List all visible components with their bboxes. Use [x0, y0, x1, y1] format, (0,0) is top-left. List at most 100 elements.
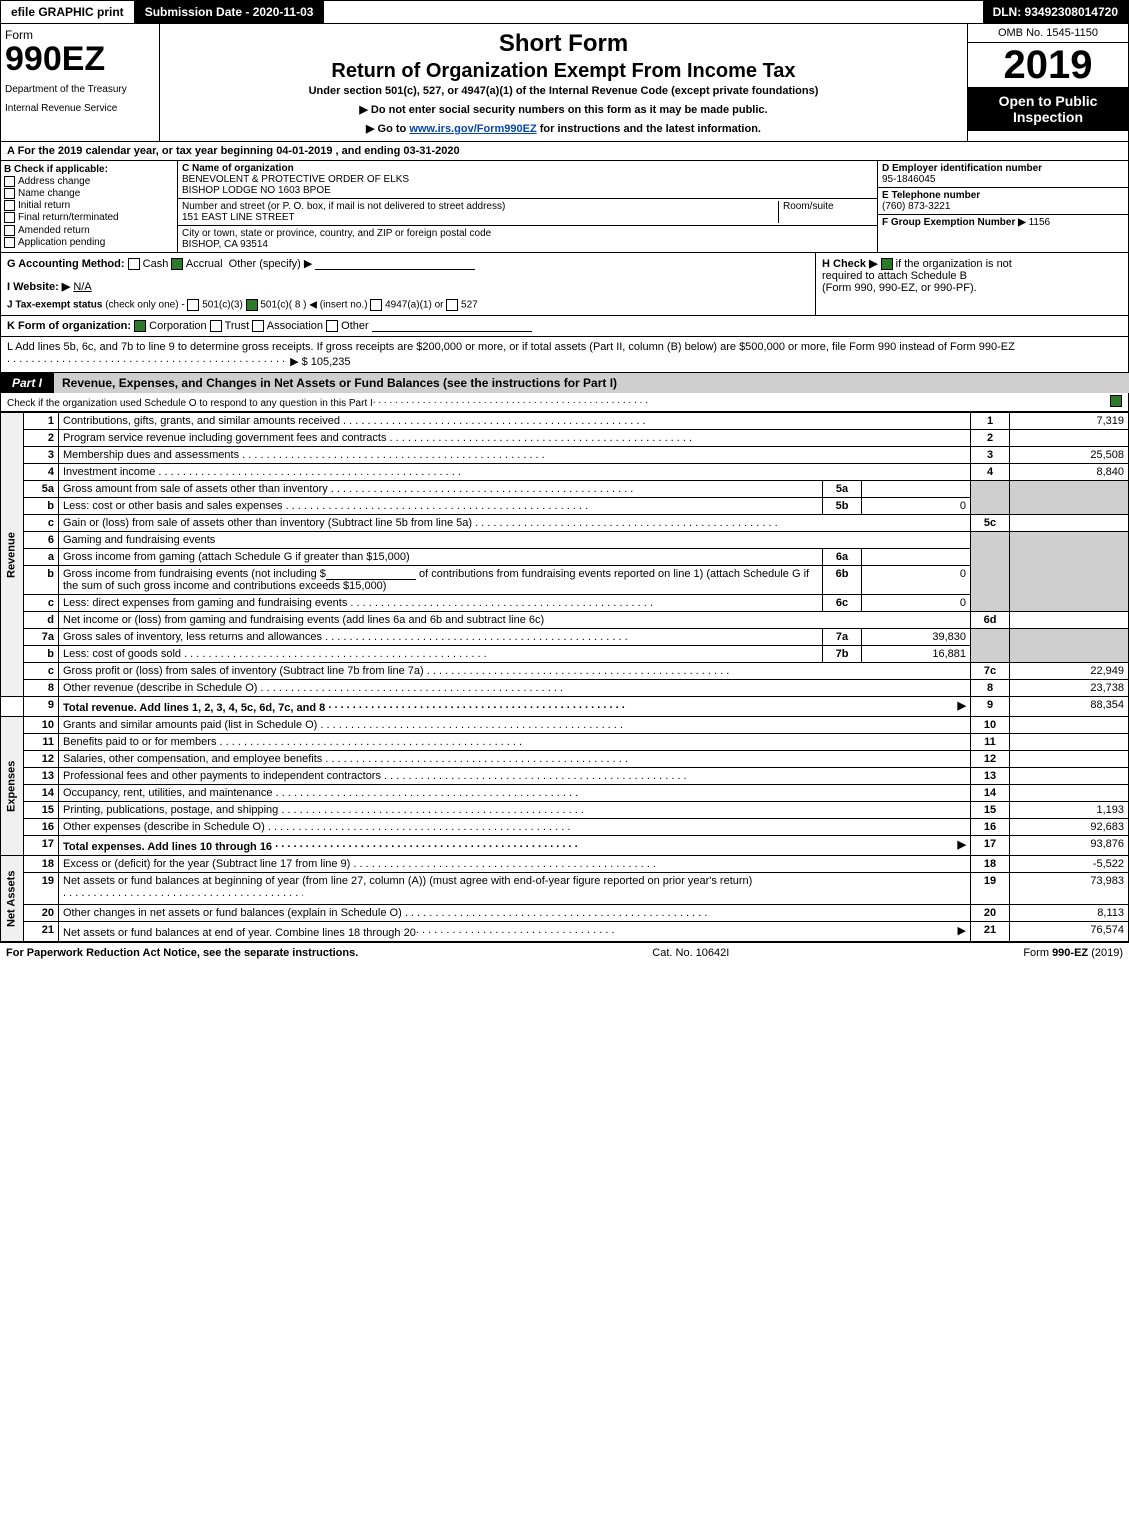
line-5a-desc: Gross amount from sale of assets other t… — [63, 483, 633, 495]
footer-right: Form 990-EZ (2019) — [1023, 947, 1123, 959]
line-14-amount — [1010, 785, 1129, 802]
g-other-input[interactable] — [315, 269, 475, 270]
part-i-schedule-o-checkbox[interactable] — [1110, 395, 1122, 407]
section-expenses: Expenses — [1, 717, 24, 856]
line-14-num: 14 — [24, 785, 59, 802]
f-group-label: F Group Exemption Number ▶ — [882, 217, 1026, 228]
submission-date-button[interactable]: Submission Date - 2020-11-03 — [135, 1, 325, 23]
chk-initial-return[interactable]: Initial return — [4, 200, 174, 211]
line-10-amount — [1010, 717, 1129, 734]
lines-table: Revenue 1 Contributions, gifts, grants, … — [0, 412, 1129, 942]
k-assoc-checkbox[interactable] — [252, 320, 264, 332]
line-6a-num: a — [24, 549, 59, 566]
k-other-input[interactable] — [372, 331, 532, 332]
j-label: J Tax-exempt status — [7, 300, 102, 311]
irs-link[interactable]: www.irs.gov/Form990EZ — [409, 123, 536, 135]
line-17-amount: 93,876 — [1010, 836, 1129, 856]
line-1-amount: 7,319 — [1010, 413, 1129, 430]
line-11-desc: Benefits paid to or for members — [63, 736, 522, 748]
j-527-checkbox[interactable] — [446, 299, 458, 311]
g-cash: Cash — [143, 258, 169, 270]
line-21-arrow: ▶ — [958, 924, 966, 937]
line-16-num: 16 — [24, 819, 59, 836]
line-4-amount: 8,840 — [1010, 464, 1129, 481]
row-k: K Form of organization: Corporation Trus… — [0, 316, 1129, 337]
d-ein-label: D Employer identification number — [882, 163, 1124, 174]
dept-treasury: Department of the Treasury — [5, 84, 155, 95]
line-10-num: 10 — [24, 717, 59, 734]
efile-print-button[interactable]: efile GRAPHIC print — [1, 1, 135, 23]
h-text1: if the organization is not — [896, 258, 1012, 270]
line-19-amount: 73,983 — [1010, 873, 1129, 905]
g-cash-checkbox[interactable] — [128, 258, 140, 270]
j-501c-checkbox[interactable] — [246, 299, 258, 311]
g-other: Other (specify) ▶ — [229, 258, 313, 270]
k-other-checkbox[interactable] — [326, 320, 338, 332]
line-20-col: 20 — [971, 905, 1010, 922]
line-17-desc: Total expenses. Add lines 10 through 16 — [63, 841, 272, 853]
gh-block: G Accounting Method: Cash Accrual Other … — [0, 253, 1129, 316]
line-6a-subnum: 6a — [823, 549, 862, 566]
g-accrual-checkbox[interactable] — [171, 258, 183, 270]
line-6a-subval — [862, 549, 971, 566]
goto-link-line: ▶ Go to www.irs.gov/Form990EZ for instru… — [166, 122, 961, 135]
line-11-num: 11 — [24, 734, 59, 751]
chk-final-return[interactable]: Final return/terminated — [4, 212, 174, 223]
line-21-desc: Net assets or fund balances at end of ye… — [63, 927, 416, 939]
j-4947-checkbox[interactable] — [370, 299, 382, 311]
line-7a-subval: 39,830 — [862, 629, 971, 646]
line-20-desc: Other changes in net assets or fund bala… — [63, 907, 707, 919]
line-4-desc: Investment income — [63, 466, 461, 478]
line-6d-num: d — [24, 612, 59, 629]
footer-left: For Paperwork Reduction Act Notice, see … — [6, 947, 358, 959]
box-c: C Name of organization BENEVOLENT & PROT… — [178, 161, 878, 252]
chk-address-change[interactable]: Address change — [4, 176, 174, 187]
city-value: BISHOP, CA 93514 — [182, 239, 873, 250]
k-corp-checkbox[interactable] — [134, 320, 146, 332]
chk-name-change[interactable]: Name change — [4, 188, 174, 199]
line-6a-desc: Gross income from gaming (attach Schedul… — [59, 549, 823, 566]
line-7a-subnum: 7a — [823, 629, 862, 646]
row-h: H Check ▶ if the organization is not req… — [815, 253, 1128, 315]
k-trust-checkbox[interactable] — [210, 320, 222, 332]
dln-label: DLN: 93492308014720 — [983, 1, 1128, 23]
line-10-desc: Grants and similar amounts paid (list in… — [63, 719, 623, 731]
line-6d-desc: Net income or (loss) from gaming and fun… — [59, 612, 971, 629]
line-19-desc: Net assets or fund balances at beginning… — [63, 875, 752, 887]
line-7a-desc: Gross sales of inventory, less returns a… — [63, 631, 628, 643]
line-5a-num: 5a — [24, 481, 59, 498]
line-9-num: 9 — [24, 697, 59, 717]
line-6b-subnum: 6b — [823, 566, 862, 595]
line-12-desc: Salaries, other compensation, and employ… — [63, 753, 628, 765]
line-6c-num: c — [24, 595, 59, 612]
line-5c-amount — [1010, 515, 1129, 532]
line-6-desc: Gaming and fundraising events — [59, 532, 971, 549]
line-6c-subnum: 6c — [823, 595, 862, 612]
part-i-sub-text: Check if the organization used Schedule … — [7, 398, 373, 409]
k-assoc: Association — [267, 320, 323, 332]
line-18-desc: Excess or (deficit) for the year (Subtra… — [63, 858, 656, 870]
line-10-col: 10 — [971, 717, 1010, 734]
under-section: Under section 501(c), 527, or 4947(a)(1)… — [166, 85, 961, 97]
line-6b-num: b — [24, 566, 59, 595]
chk-application-pending[interactable]: Application pending — [4, 237, 174, 248]
room-suite-label: Room/suite — [778, 201, 873, 223]
line-17-arrow: ▶ — [958, 838, 966, 851]
line-19-num: 19 — [24, 873, 59, 905]
line-12-col: 12 — [971, 751, 1010, 768]
part-i-badge: Part I — [0, 373, 54, 393]
j-4947: 4947(a)(1) or — [385, 300, 443, 311]
line-7b-num: b — [24, 646, 59, 663]
line-13-amount — [1010, 768, 1129, 785]
j-501c3-checkbox[interactable] — [187, 299, 199, 311]
j-527: 527 — [461, 300, 478, 311]
chk-amended-return[interactable]: Amended return — [4, 225, 174, 236]
line-12-num: 12 — [24, 751, 59, 768]
line-5b-subval: 0 — [862, 498, 971, 515]
line-4-col: 4 — [971, 464, 1010, 481]
i-label: I Website: ▶ — [7, 281, 70, 293]
line-3-col: 3 — [971, 447, 1010, 464]
street-label: Number and street (or P. O. box, if mail… — [182, 201, 778, 212]
h-checkbox[interactable] — [881, 258, 893, 270]
h-text2: required to attach Schedule B — [822, 270, 967, 282]
